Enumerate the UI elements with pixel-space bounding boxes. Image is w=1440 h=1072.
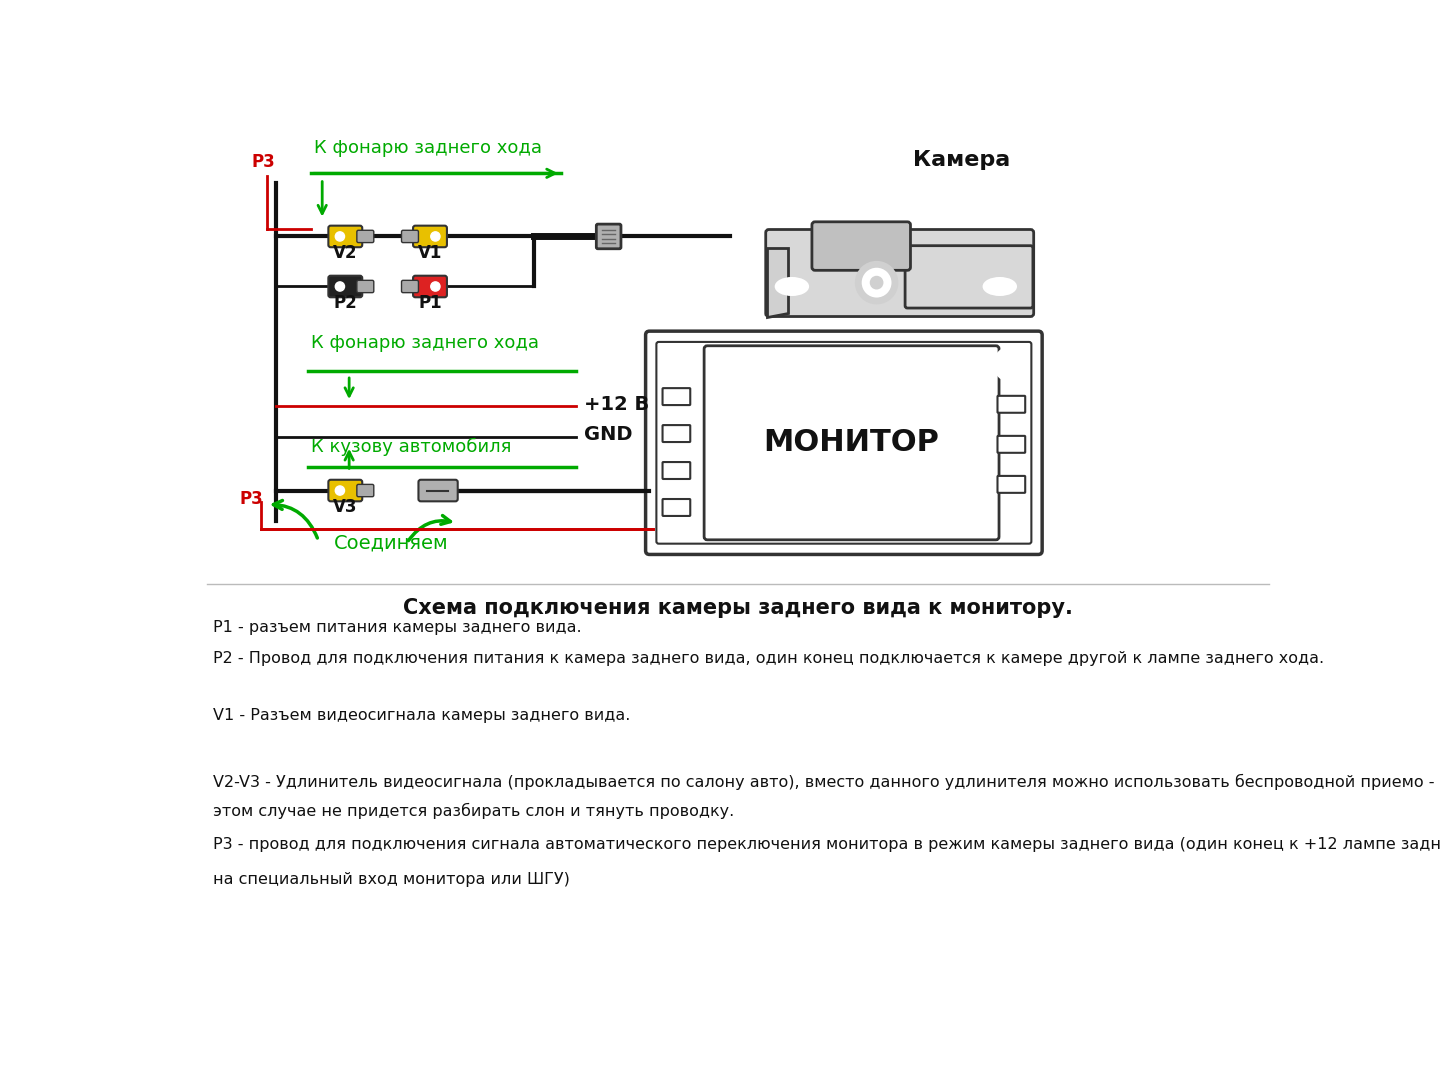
FancyBboxPatch shape: [419, 480, 458, 502]
FancyBboxPatch shape: [998, 476, 1025, 493]
Polygon shape: [768, 248, 788, 317]
Text: V2-V3 - Удлинитель видеосигнала (прокладывается по салону авто), вместо данного : V2-V3 - Удлинитель видеосигнала (проклад…: [213, 774, 1440, 790]
Text: Соединяем: Соединяем: [334, 533, 448, 552]
FancyBboxPatch shape: [662, 498, 690, 516]
Ellipse shape: [984, 278, 1017, 295]
FancyBboxPatch shape: [357, 281, 374, 293]
FancyBboxPatch shape: [328, 226, 363, 248]
Circle shape: [336, 486, 344, 495]
Text: V1: V1: [418, 244, 442, 262]
Circle shape: [995, 347, 1028, 382]
Circle shape: [857, 263, 897, 302]
FancyBboxPatch shape: [662, 462, 690, 479]
Text: P3 - провод для подключения сигнала автоматического переключения монитора в режи: P3 - провод для подключения сигнала авто…: [213, 837, 1440, 852]
FancyBboxPatch shape: [662, 388, 690, 405]
FancyBboxPatch shape: [413, 226, 446, 248]
Text: GND: GND: [585, 426, 632, 445]
FancyBboxPatch shape: [766, 229, 1034, 316]
FancyBboxPatch shape: [328, 480, 363, 502]
Text: К кузову автомобиля: К кузову автомобиля: [311, 437, 511, 456]
Circle shape: [863, 269, 890, 297]
Text: P3: P3: [252, 153, 275, 172]
FancyBboxPatch shape: [328, 276, 363, 297]
Text: К фонарю заднего хода: К фонарю заднего хода: [311, 334, 539, 352]
Circle shape: [336, 232, 344, 241]
Circle shape: [336, 282, 344, 292]
FancyBboxPatch shape: [402, 230, 419, 242]
FancyBboxPatch shape: [402, 281, 419, 293]
Text: МОНИТОР: МОНИТОР: [763, 429, 939, 458]
Text: V2: V2: [333, 244, 357, 262]
FancyBboxPatch shape: [662, 426, 690, 442]
Text: +12 В: +12 В: [585, 394, 649, 414]
Circle shape: [431, 232, 441, 241]
Text: Схема подключения камеры заднего вида к монитору.: Схема подключения камеры заднего вида к …: [403, 597, 1073, 617]
FancyBboxPatch shape: [657, 342, 1031, 544]
Text: P1 - разъем питания камеры заднего вида.: P1 - разъем питания камеры заднего вида.: [213, 620, 582, 635]
FancyBboxPatch shape: [998, 436, 1025, 452]
Text: этом случае не придется разбирать слон и тянуть проводку.: этом случае не придется разбирать слон и…: [213, 803, 734, 819]
Circle shape: [660, 347, 693, 382]
Ellipse shape: [776, 278, 808, 295]
Text: P1: P1: [418, 294, 442, 312]
Text: P2 - Провод для подключения питания к камера заднего вида, один конец подключает: P2 - Провод для подключения питания к ка…: [213, 651, 1323, 666]
Text: К фонарю заднего хода: К фонарю заднего хода: [314, 139, 543, 158]
FancyBboxPatch shape: [357, 485, 374, 496]
FancyBboxPatch shape: [645, 331, 1043, 554]
Text: V3: V3: [333, 498, 357, 516]
FancyBboxPatch shape: [357, 230, 374, 242]
Text: на специальный вход монитора или ШГУ): на специальный вход монитора или ШГУ): [213, 872, 570, 887]
FancyBboxPatch shape: [998, 396, 1025, 413]
Text: V1 - Разъем видеосигнала камеры заднего вида.: V1 - Разъем видеосигнала камеры заднего …: [213, 708, 631, 723]
Circle shape: [870, 277, 883, 288]
FancyBboxPatch shape: [704, 346, 999, 540]
FancyBboxPatch shape: [413, 276, 446, 297]
Text: P2: P2: [334, 294, 357, 312]
FancyBboxPatch shape: [596, 224, 621, 249]
FancyBboxPatch shape: [812, 222, 910, 270]
Text: P3: P3: [239, 490, 262, 508]
Text: Камера: Камера: [913, 150, 1009, 169]
FancyBboxPatch shape: [906, 245, 1032, 308]
Circle shape: [431, 282, 441, 292]
